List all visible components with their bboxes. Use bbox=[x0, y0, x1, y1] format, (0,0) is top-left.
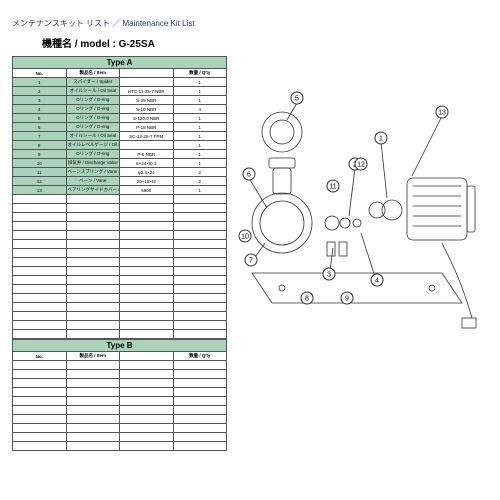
callout-number: 4 bbox=[375, 278, 379, 285]
callout-number: 5 bbox=[295, 96, 299, 103]
col-item-b: 製品名 / Item bbox=[66, 352, 120, 361]
table-row bbox=[13, 213, 227, 222]
table-row: 4Oリング / O-ringS-10 NBR4 bbox=[13, 105, 227, 114]
table-row: 7オイルシール / Oil SealSC-12-25-7 FPM1 bbox=[13, 132, 227, 141]
callout-number: 1 bbox=[379, 136, 383, 143]
table-row bbox=[13, 285, 227, 294]
col-item: 製品名 / Item bbox=[66, 69, 120, 78]
table-row bbox=[13, 258, 227, 267]
table-row bbox=[13, 406, 227, 415]
callout-number: 6 bbox=[247, 172, 251, 179]
table-row: 2オイルシール / Oil SealHTC-11-25-7 NBR1 bbox=[13, 87, 227, 96]
col-qty-b: 数量 / Q'ty bbox=[173, 352, 227, 361]
col-spec-b bbox=[120, 352, 174, 361]
table-row: 13ベアリングサイドカバー / Bearing Side Cover69001 bbox=[13, 186, 227, 195]
table-row bbox=[13, 415, 227, 424]
header-model: 機種名 / model : G-25SA bbox=[42, 35, 482, 50]
type-a-header: Type A bbox=[13, 57, 227, 69]
table-row: 9Oリング / O-ringP-5 NBR1 bbox=[13, 150, 227, 159]
table-row: 12ベーン / Vane20×15×t42 bbox=[13, 177, 227, 186]
table-row bbox=[13, 397, 227, 406]
table-row bbox=[13, 312, 227, 321]
table-row bbox=[13, 222, 227, 231]
table-row bbox=[13, 231, 227, 240]
callout-number: 7 bbox=[249, 258, 253, 265]
table-row: 6Oリング / O-ringP-18 NBR1 bbox=[13, 123, 227, 132]
table-row bbox=[13, 195, 227, 204]
col-qty: 数量 / Q'ty bbox=[173, 69, 227, 78]
table-row: 3Oリング / O-ringS-29 NBR1 bbox=[13, 96, 227, 105]
callout-number: 10 bbox=[241, 234, 249, 241]
callout-number: 13 bbox=[438, 110, 446, 117]
table-type-b: Type B No. 製品名 / Item 数量 / Q'ty bbox=[12, 339, 227, 451]
callout-number: 8 bbox=[305, 296, 309, 303]
table-row: 1スパイダー / Spider1 bbox=[13, 78, 227, 87]
table-row bbox=[13, 379, 227, 388]
table-row: 8オイルレベルゲージ / Oil Level Gauge1 bbox=[13, 141, 227, 150]
col-spec bbox=[120, 69, 174, 78]
table-row: 10排気弁 / Discharge Valve8×24×t0.11 bbox=[13, 159, 227, 168]
table-row bbox=[13, 370, 227, 379]
callout-number: 11 bbox=[329, 184, 336, 191]
table-type-a: Type A No. 製品名 / Item 数量 / Q'ty 1スパイダー /… bbox=[12, 56, 227, 339]
table-row bbox=[13, 294, 227, 303]
table-row bbox=[13, 388, 227, 397]
col-no-b: No. bbox=[13, 352, 67, 361]
type-b-header: Type B bbox=[13, 340, 227, 352]
table-row bbox=[13, 267, 227, 276]
exploded-diagram: 12345678910111213 bbox=[237, 68, 487, 348]
tables-column: Type A No. 製品名 / Item 数量 / Q'ty 1スパイダー /… bbox=[12, 56, 227, 451]
callout-number: 12 bbox=[357, 162, 365, 169]
callout-number: 9 bbox=[345, 296, 349, 303]
table-row bbox=[13, 330, 227, 339]
header-title: メンテナンスキット リスト ／ Maintenance Kit List bbox=[12, 18, 482, 29]
table-row bbox=[13, 442, 227, 451]
table-row bbox=[13, 303, 227, 312]
table-row: 5Oリング / O-ringS-120.0 NBR1 bbox=[13, 114, 227, 123]
table-row bbox=[13, 321, 227, 330]
col-no: No. bbox=[13, 69, 67, 78]
callout-number: 3 bbox=[327, 272, 331, 279]
table-row bbox=[13, 433, 227, 442]
table-row bbox=[13, 204, 227, 213]
table-row bbox=[13, 361, 227, 370]
table-row bbox=[13, 424, 227, 433]
table-row bbox=[13, 276, 227, 285]
table-row bbox=[13, 249, 227, 258]
table-row bbox=[13, 240, 227, 249]
table-row: 11ベーンスプリング / Vane Springφ2.4×242 bbox=[13, 168, 227, 177]
